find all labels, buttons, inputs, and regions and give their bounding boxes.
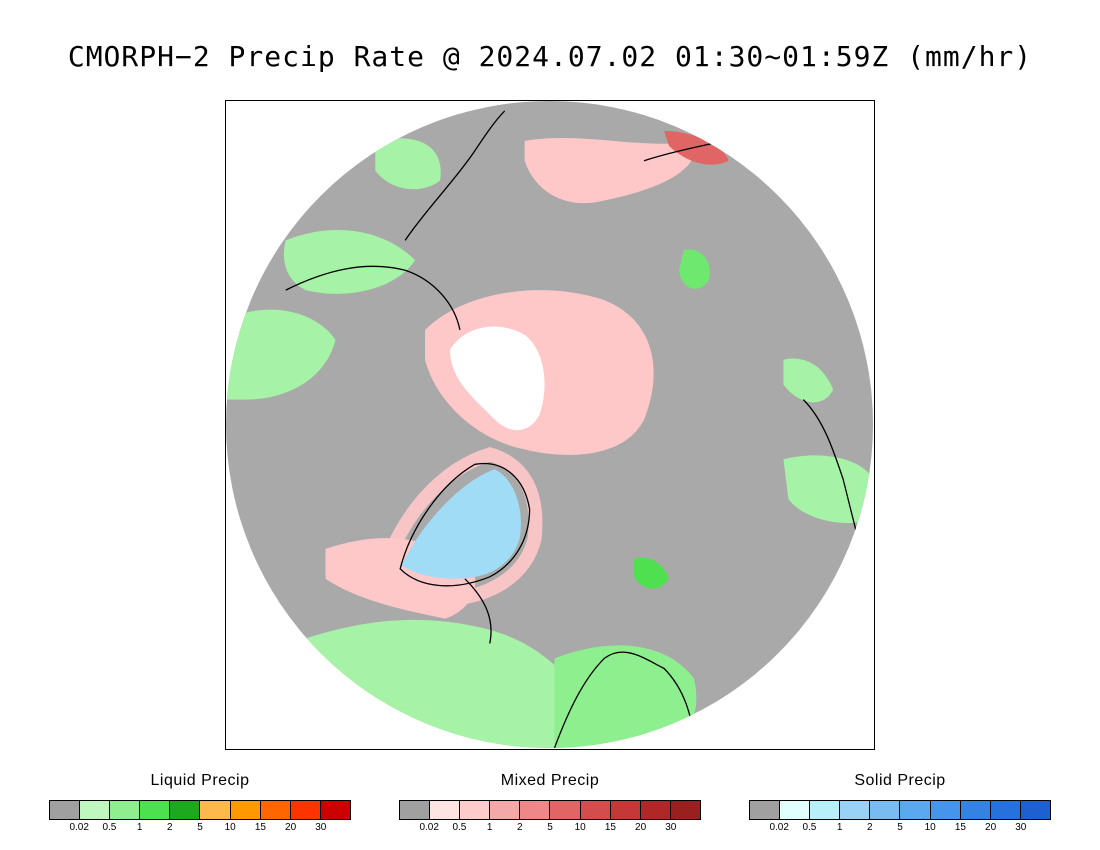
legend-tick-label: 30	[1015, 822, 1027, 833]
pacific-liquid-patch	[783, 455, 873, 523]
legend-swatch	[810, 801, 841, 819]
greenland-solid-region	[400, 469, 521, 579]
legend-mixed-precip: Mixed Precip 0.02 0.5 1 2 5 10 15 20 30	[399, 772, 701, 836]
legend-swatch	[960, 801, 991, 819]
legend-tick-label: 5	[897, 822, 903, 833]
polar-precip-map	[226, 101, 873, 748]
legend-tick-label: 5	[197, 822, 203, 833]
legend-swatch	[840, 801, 871, 819]
legend-swatch	[320, 801, 350, 819]
legend-tick-label: 20	[985, 822, 997, 833]
legend-tick-label: 15	[604, 822, 616, 833]
legend-swatch	[1020, 801, 1050, 819]
legend-tick-label: 1	[836, 822, 843, 833]
legend-swatch	[200, 801, 231, 819]
canada-liquid-west	[226, 309, 336, 400]
legend-swatch	[780, 801, 811, 819]
legend-tick-label: 0.02	[69, 822, 89, 833]
legend-swatches	[749, 800, 1051, 820]
legend-ticks: 0.02 0.5 1 2 5 10 15 20 30	[749, 822, 1051, 836]
legend-swatch	[110, 801, 141, 819]
legend-title: Solid Precip	[854, 772, 946, 789]
legend-tick-label: 0.02	[769, 822, 789, 833]
legend-swatch	[750, 801, 781, 819]
legend-swatch	[50, 801, 81, 819]
legend-tick-label: 15	[254, 822, 266, 833]
legend-ticks: 0.02 0.5 1 2 5 10 15 20 30	[49, 822, 351, 836]
arctic-ice	[449, 326, 545, 431]
legend-tick-label: 5	[547, 822, 553, 833]
europe-liquid	[554, 645, 697, 748]
legend-swatch	[290, 801, 321, 819]
legend-tick-label: 30	[665, 822, 677, 833]
legend-tick-label: 30	[315, 822, 327, 833]
legend-swatch	[490, 801, 521, 819]
legend-swatch	[430, 801, 461, 819]
legend-tick-label: 10	[924, 822, 936, 833]
siberia-mixed-red	[663, 130, 729, 165]
legend-swatch	[900, 801, 931, 819]
legend-tick-label: 2	[517, 822, 523, 833]
legend-swatch	[520, 801, 551, 819]
legend-swatch	[870, 801, 901, 819]
legend-swatch	[460, 801, 491, 819]
legend-swatch	[610, 801, 641, 819]
legend-tick-label: 20	[285, 822, 297, 833]
legend-tick-label: 1	[136, 822, 143, 833]
legend-swatch	[640, 801, 671, 819]
legend-swatch	[230, 801, 261, 819]
legend-swatch	[670, 801, 700, 819]
legend-tick-label: 10	[574, 822, 586, 833]
legend-tick-label: 1	[486, 822, 493, 833]
legend-swatch	[930, 801, 961, 819]
legend-tick-label: 0.5	[102, 822, 117, 833]
legend-tick-label: 2	[867, 822, 873, 833]
legend-swatch	[260, 801, 291, 819]
legend-swatch	[990, 801, 1021, 819]
legend-liquid-precip: Liquid Precip 0.02 0.5 1 2 5 10 15 20 30	[49, 772, 351, 836]
legend-swatch	[80, 801, 111, 819]
greenland-mixed-ring	[378, 447, 543, 606]
asia-liquid-patch	[783, 358, 834, 403]
legend-swatches	[399, 800, 701, 820]
scandinavia-green	[634, 557, 669, 589]
legend-tick-label: 15	[954, 822, 966, 833]
north-canada-liquid	[283, 229, 416, 294]
legend-swatches	[49, 800, 351, 820]
alaska-liquid	[375, 138, 441, 190]
legend-title: Liquid Precip	[150, 772, 250, 789]
legend-tick-label: 0.5	[452, 822, 467, 833]
legend-title: Mixed Precip	[500, 772, 600, 789]
legend-tick-label: 10	[224, 822, 236, 833]
legend-swatch	[170, 801, 201, 819]
legend-swatch	[580, 801, 611, 819]
map-title: CMORPH−2 Precip Rate @ 2024.07.02 01:30~…	[67, 40, 1033, 73]
legend-tick-label: 0.02	[419, 822, 439, 833]
legend-swatch	[140, 801, 171, 819]
russia-liquid-patch	[678, 249, 710, 289]
legend-tick-label: 20	[635, 822, 647, 833]
siberia-mixed	[524, 137, 696, 204]
legend-tick-label: 0.5	[802, 822, 817, 833]
legend-ticks: 0.02 0.5 1 2 5 10 15 20 30	[399, 822, 701, 836]
map-panel	[225, 100, 875, 750]
legend-swatch	[400, 801, 431, 819]
legend-swatch	[550, 801, 581, 819]
legend-tick-label: 2	[167, 822, 173, 833]
legend-solid-precip: Solid Precip 0.02 0.5 1 2 5 10 15 20 30	[749, 772, 1051, 836]
